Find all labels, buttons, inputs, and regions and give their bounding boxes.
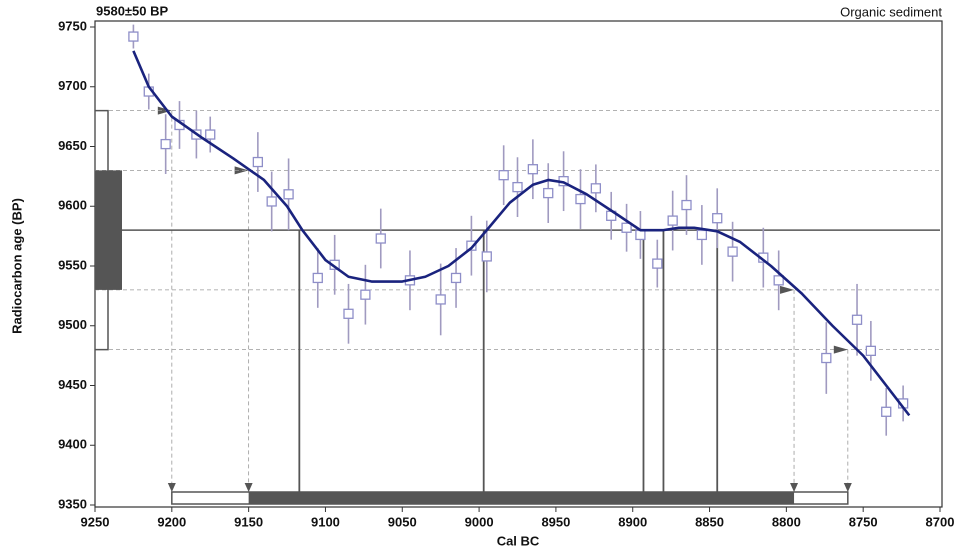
data-point <box>266 196 277 207</box>
data-point <box>773 275 784 286</box>
y-axis-label: Radiocarbon age (BP) <box>9 198 24 334</box>
data-point <box>527 164 539 175</box>
data-point <box>575 193 586 205</box>
y-tick-label: 9600 <box>58 198 87 213</box>
data-point <box>821 352 832 364</box>
data-point <box>590 183 602 194</box>
y-tick-label: 9750 <box>58 18 87 33</box>
data-point <box>160 138 171 150</box>
curve-arrow <box>780 285 795 294</box>
curve-arrow <box>833 345 848 354</box>
y-tick-label: 9450 <box>58 377 87 392</box>
x-tick-label: 9200 <box>157 514 186 529</box>
data-point <box>498 170 509 181</box>
data-point <box>205 129 216 140</box>
x-tick-label: 8700 <box>926 514 955 529</box>
plot-frame <box>94 20 943 508</box>
y-tick-label: 9500 <box>58 317 87 332</box>
data-point <box>128 31 139 42</box>
curve-arrow <box>157 106 172 115</box>
x-tick-label: 9250 <box>81 514 110 529</box>
x-tick-label: 8800 <box>772 514 801 529</box>
data-point <box>512 181 523 193</box>
x-tick-label: 9150 <box>234 514 263 529</box>
data-point <box>343 308 354 319</box>
data-point <box>865 345 877 356</box>
sigma1-range <box>248 492 795 504</box>
range-arrow <box>843 483 852 492</box>
data-point <box>435 294 446 305</box>
data-point <box>360 289 371 300</box>
data-point <box>375 233 386 244</box>
range-arrow <box>244 483 253 492</box>
y-tick-label: 9400 <box>58 437 87 452</box>
data-point <box>481 251 492 262</box>
data-point <box>466 240 477 251</box>
y-tick-label: 9700 <box>58 78 87 93</box>
curve-arrow <box>234 166 249 175</box>
data-point <box>283 189 294 200</box>
y-tick-label: 9550 <box>58 257 87 272</box>
data-point <box>712 213 723 224</box>
data-point <box>652 258 663 269</box>
range-arrow <box>167 483 176 492</box>
data-point <box>635 229 646 241</box>
range-arrow <box>790 483 799 492</box>
data-point <box>727 246 738 257</box>
data-point <box>881 406 892 417</box>
data-point <box>667 215 678 226</box>
y-tick-label: 9350 <box>58 496 87 511</box>
calibration-curve <box>132 50 911 417</box>
y-tick-label: 9650 <box>58 138 87 153</box>
data-point <box>851 314 863 325</box>
data-point <box>450 272 462 284</box>
sigma1-band <box>95 170 122 290</box>
data-point <box>312 272 323 284</box>
x-tick-label: 9000 <box>465 514 494 529</box>
x-tick-label: 8750 <box>849 514 878 529</box>
x-axis-label: Cal BC <box>497 533 540 546</box>
x-tick-label: 8850 <box>695 514 724 529</box>
x-tick-label: 8900 <box>618 514 647 529</box>
data-point <box>681 199 692 211</box>
data-point <box>621 222 632 233</box>
chart-title: 9580±50 BP <box>96 3 169 18</box>
chart-subtitle: Organic sediment <box>840 4 942 19</box>
data-point <box>252 156 264 168</box>
data-point <box>696 229 708 241</box>
x-tick-label: 9100 <box>311 514 340 529</box>
data-point <box>543 187 554 199</box>
x-tick-label: 8950 <box>541 514 570 529</box>
x-tick-label: 9050 <box>388 514 417 529</box>
